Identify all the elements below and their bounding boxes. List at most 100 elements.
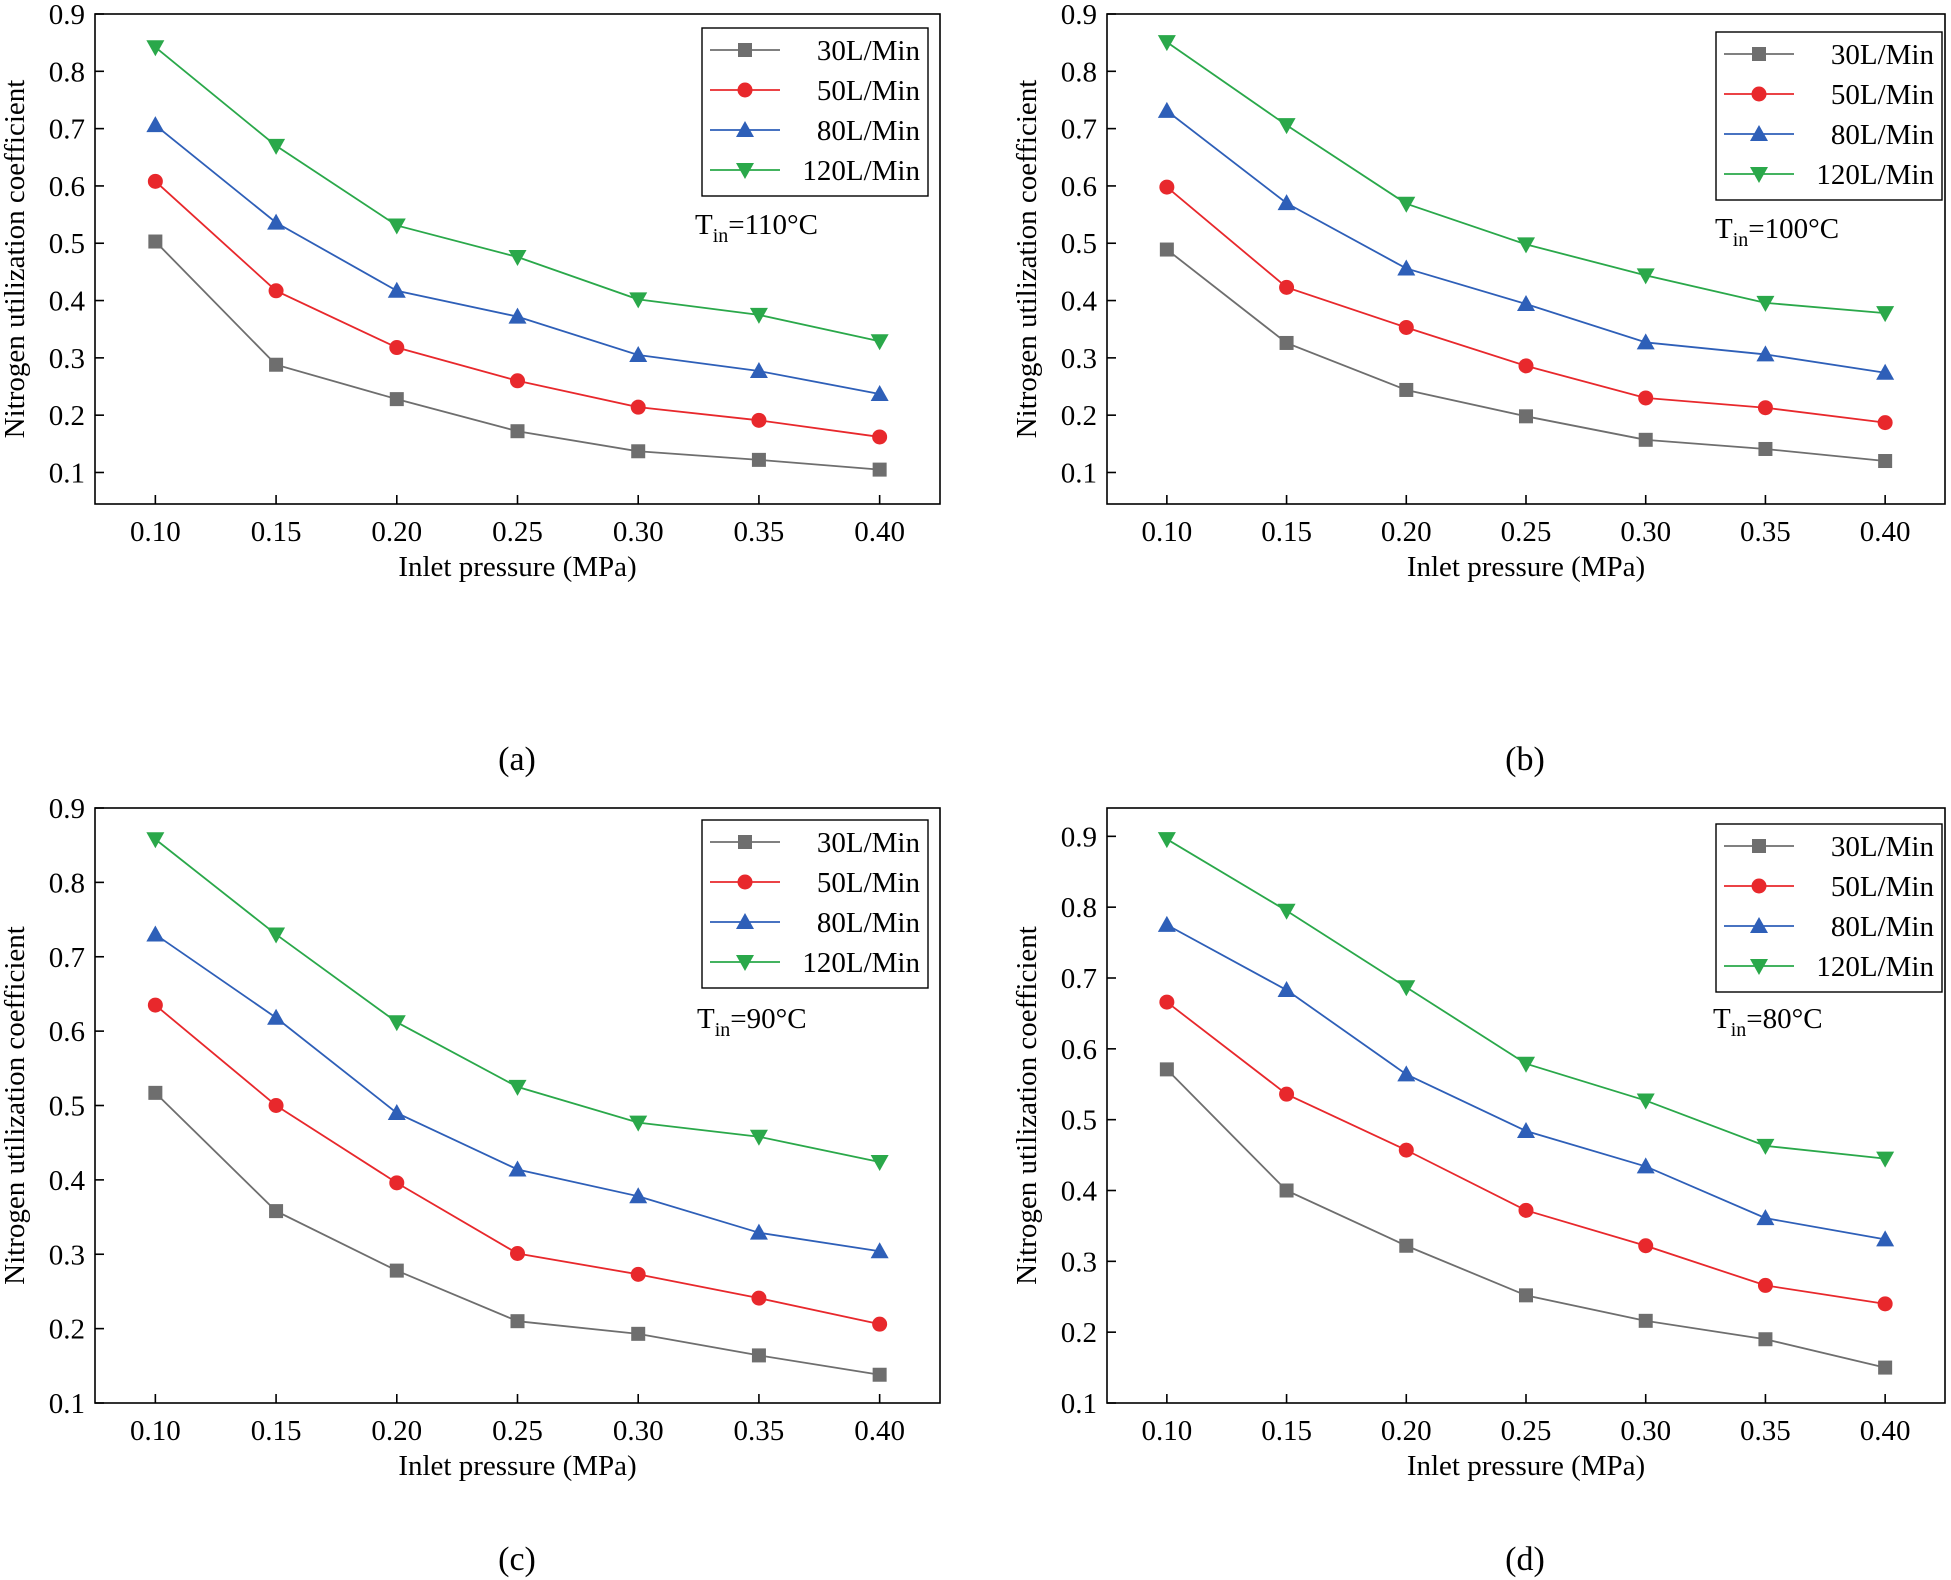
y-tick-label: 0.7 xyxy=(49,942,85,974)
y-tick-label: 0.8 xyxy=(1061,56,1097,88)
data-point-120l-min xyxy=(1517,1056,1535,1073)
data-point-30l-min xyxy=(1758,1332,1773,1347)
data-point-30l-min xyxy=(1638,1313,1653,1328)
legend-label: 80L/Min xyxy=(1831,119,1935,151)
data-point-30l-min xyxy=(631,444,646,459)
y-tick-label: 0.2 xyxy=(49,400,85,432)
y-tick-label: 0.7 xyxy=(1061,963,1097,995)
data-point-50l-min xyxy=(1638,1238,1654,1254)
y-tick-label: 0.6 xyxy=(1061,1034,1097,1066)
legend-label: 120L/Min xyxy=(1816,951,1934,983)
data-point-80l-min xyxy=(629,345,648,362)
data-point-80l-min xyxy=(1517,1122,1535,1138)
data-point-120l-min xyxy=(1876,1151,1895,1168)
legend-label: 50L/Min xyxy=(1831,79,1935,111)
data-point-30l-min xyxy=(1638,432,1653,447)
data-point-50l-min xyxy=(1279,279,1295,295)
data-point-120l-min xyxy=(508,1079,527,1096)
data-point-30l-min xyxy=(872,1367,887,1382)
series-line-50l-min xyxy=(1166,1001,1886,1305)
data-point-50l-min xyxy=(1757,400,1773,416)
data-point-120l-min xyxy=(387,1015,406,1032)
data-point-80l-min xyxy=(1157,915,1176,932)
data-point-80l-min xyxy=(870,384,889,401)
series-line-30l-min xyxy=(1166,1068,1886,1369)
data-point-50l-min xyxy=(1638,390,1654,406)
data-point-80l-min xyxy=(1517,294,1535,311)
y-axis-title: Nitrogen utilization coefficient xyxy=(1011,80,1043,439)
data-point-120l-min xyxy=(1397,980,1416,997)
y-tick-label: 0.7 xyxy=(49,114,85,146)
x-axis-title: Inlet pressure (MPa) xyxy=(398,551,636,583)
panel-caption: (b) xyxy=(1505,741,1545,778)
y-axis-title: Nitrogen utilization coefficient xyxy=(0,926,31,1285)
data-point-80l-min xyxy=(146,116,165,133)
y-tick-label: 0.5 xyxy=(49,228,85,260)
legend-marker xyxy=(736,163,754,179)
y-tick-label: 0.4 xyxy=(49,286,86,318)
data-point-30l-min xyxy=(389,392,404,407)
data-point-30l-min xyxy=(269,357,284,372)
data-point-50l-min xyxy=(147,173,163,189)
chart-panel-c: 0.1 0.2 0.3 0.4 0.5 0.6 0.7 0.8 0.9 0.10 0.15 0.20 0… xyxy=(0,793,941,1578)
data-point-80l-min xyxy=(508,1160,527,1177)
data-point-120l-min xyxy=(1517,237,1535,254)
data-point-30l-min xyxy=(269,1204,284,1219)
data-point-120l-min xyxy=(267,138,286,155)
panel-caption: (d) xyxy=(1505,1541,1545,1578)
legend-label: 50L/Min xyxy=(817,75,921,107)
data-point-30l-min xyxy=(1279,335,1294,350)
legend-label: 80L/Min xyxy=(1831,911,1935,943)
x-axis-title: Inlet pressure (MPa) xyxy=(1407,551,1645,583)
data-point-80l-min xyxy=(1277,194,1296,211)
x-tick-label: 0.40 xyxy=(854,516,905,548)
series-line-30l-min xyxy=(1166,248,1886,462)
y-tick-label: 0.5 xyxy=(1061,228,1097,260)
y-tick-label: 0.9 xyxy=(1061,821,1097,853)
y-tick-label: 0.9 xyxy=(49,793,85,825)
data-point-120l-min xyxy=(1277,118,1296,135)
data-point-80l-min xyxy=(1397,1065,1416,1082)
y-tick-label: 0.8 xyxy=(49,867,85,899)
data-point-30l-min xyxy=(1399,1238,1414,1253)
legend-marker xyxy=(1752,47,1766,61)
data-point-120l-min xyxy=(1157,35,1176,52)
legend-label: 30L/Min xyxy=(817,35,921,67)
data-point-30l-min xyxy=(1159,242,1174,257)
data-point-120l-min xyxy=(1277,903,1296,920)
x-tick-label: 0.30 xyxy=(1620,516,1671,548)
y-axis-title: Nitrogen utilization coefficient xyxy=(0,80,31,439)
data-point-30l-min xyxy=(872,462,887,477)
data-point-120l-min xyxy=(1636,1093,1655,1110)
legend-label: 80L/Min xyxy=(817,115,921,147)
y-tick-label: 0.5 xyxy=(49,1091,85,1123)
data-point-80l-min xyxy=(146,925,165,942)
x-tick-label: 0.25 xyxy=(1501,516,1552,548)
legend-marker xyxy=(1752,839,1766,853)
x-tick-label: 0.10 xyxy=(130,516,181,548)
legend: 30L/Min 50L/Min 80L/Min 120L/Min xyxy=(1715,823,1943,993)
data-point-50l-min xyxy=(1398,1142,1414,1158)
legend-label: 80L/Min xyxy=(817,907,921,939)
data-point-80l-min xyxy=(387,1103,406,1120)
data-point-30l-min xyxy=(1878,1360,1893,1375)
data-point-50l-min xyxy=(147,997,163,1013)
legend-marker xyxy=(1750,959,1768,975)
x-tick-label: 0.20 xyxy=(1381,516,1432,548)
data-point-50l-min xyxy=(751,1290,767,1306)
data-point-30l-min xyxy=(148,234,163,249)
data-point-80l-min xyxy=(1876,363,1895,380)
y-tick-label: 0.3 xyxy=(49,343,85,375)
x-axis-title: Inlet pressure (MPa) xyxy=(398,1450,636,1482)
y-tick-label: 0.5 xyxy=(1061,1105,1097,1137)
y-tick-label: 0.2 xyxy=(49,1314,85,1346)
y-tick-label: 0.3 xyxy=(1061,343,1097,375)
data-point-80l-min xyxy=(749,1223,768,1240)
legend-label: 50L/Min xyxy=(817,867,921,899)
x-axis-title: Inlet pressure (MPa) xyxy=(1407,1450,1645,1482)
temperature-annotation: Tin=100°C xyxy=(1715,213,1839,251)
y-tick-label: 0.9 xyxy=(49,0,85,31)
data-point-120l-min xyxy=(629,292,648,309)
legend-marker xyxy=(737,82,753,98)
legend-marker xyxy=(738,835,752,849)
